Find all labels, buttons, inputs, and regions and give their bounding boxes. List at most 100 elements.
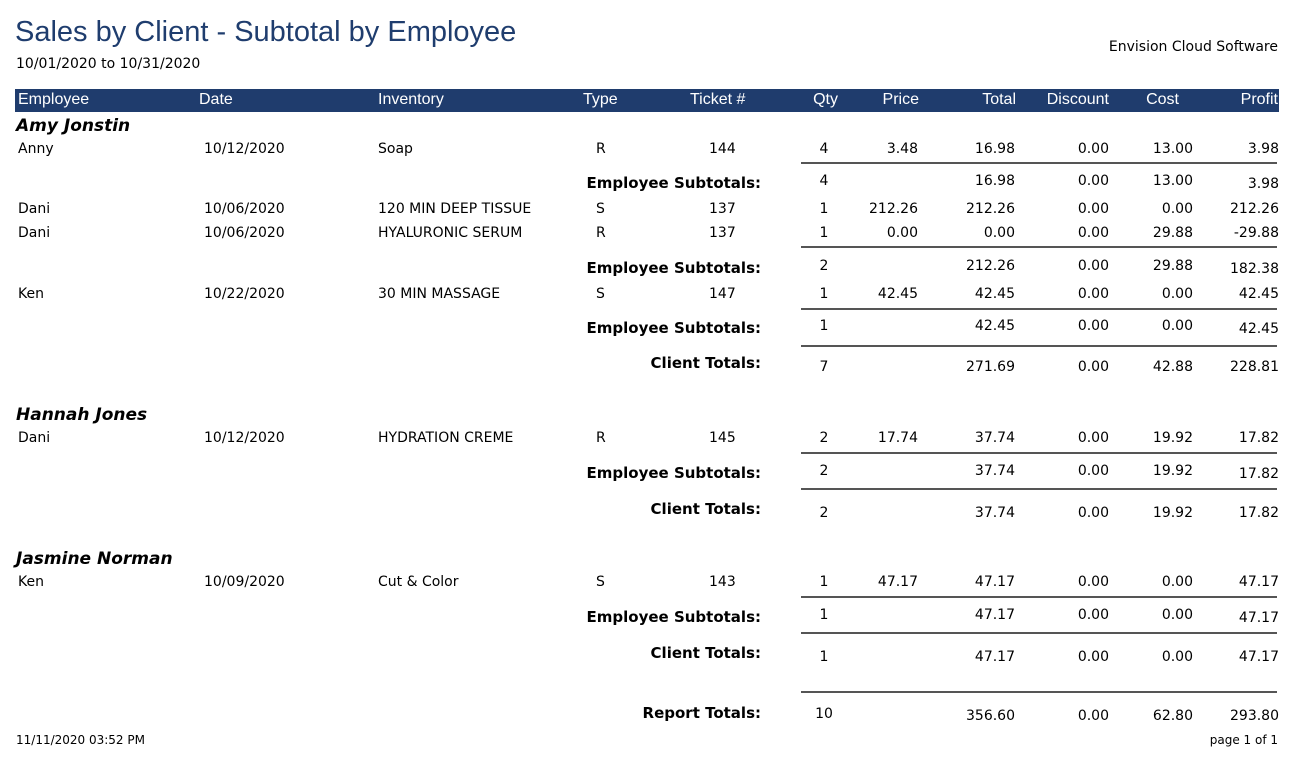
row-type: S — [596, 201, 605, 217]
subtotal-rule — [801, 162, 1277, 164]
subtotal-rule — [801, 246, 1277, 248]
client-total-qty: 1 — [819, 649, 829, 665]
row-total: 0.00 — [983, 225, 1015, 241]
column-header-bar: Employee Date Inventory Type Ticket # Qt… — [15, 89, 1279, 112]
report-total-qty: 10 — [815, 706, 833, 722]
row-total: 42.45 — [974, 286, 1015, 302]
subtotal-cost: 29.88 — [1152, 258, 1193, 274]
company-name: Envision Cloud Software — [1108, 39, 1278, 55]
client-total-cost: 0.00 — [1161, 649, 1193, 665]
printed-timestamp: 11/11/2020 03:52 PM — [16, 733, 145, 747]
subtotal-total: 212.26 — [966, 258, 1015, 274]
subtotal-cost: 0.00 — [1161, 318, 1193, 334]
subtotal-discount: 0.00 — [1077, 258, 1109, 274]
subtotal-discount: 0.00 — [1077, 607, 1109, 623]
client-total-cost: 19.92 — [1152, 505, 1193, 521]
row-inventory: 30 MIN MASSAGE — [378, 286, 501, 302]
row-employee: Dani — [18, 201, 51, 217]
row-type: R — [596, 141, 606, 157]
col-qty: Qty — [813, 91, 838, 108]
row-ticket: 137 — [709, 201, 736, 217]
row-date: 10/06/2020 — [204, 201, 285, 217]
row-qty: 1 — [819, 286, 829, 302]
row-type: R — [596, 225, 606, 241]
subtotal-discount: 0.00 — [1077, 463, 1109, 479]
row-inventory: Soap — [378, 141, 413, 157]
col-ticket: Ticket # — [690, 91, 746, 108]
subtotal-qty: 2 — [819, 258, 829, 274]
subtotal-discount: 0.00 — [1077, 173, 1109, 189]
row-price: 47.17 — [877, 574, 918, 590]
client-total-profit: 228.81 — [1230, 359, 1279, 375]
row-discount: 0.00 — [1077, 430, 1109, 446]
subtotal-discount: 0.00 — [1077, 318, 1109, 334]
client-total-total: 271.69 — [966, 359, 1015, 375]
row-type: R — [596, 430, 606, 446]
row-cost: 19.92 — [1152, 430, 1193, 446]
col-price: Price — [882, 91, 919, 108]
row-ticket: 147 — [709, 286, 736, 302]
client-total-qty: 2 — [819, 505, 829, 521]
client-total-total: 37.74 — [974, 505, 1015, 521]
col-employee: Employee — [18, 91, 90, 108]
row-discount: 0.00 — [1077, 141, 1109, 157]
subtotal-profit: 3.98 — [1247, 176, 1279, 192]
subtotal-total: 42.45 — [974, 318, 1015, 334]
row-cost: 0.00 — [1161, 286, 1193, 302]
row-inventory: Cut & Color — [378, 574, 459, 590]
row-cost: 13.00 — [1152, 141, 1193, 157]
row-profit: 42.45 — [1238, 286, 1279, 302]
row-date: 10/12/2020 — [204, 430, 285, 446]
row-ticket: 137 — [709, 225, 736, 241]
col-discount: Discount — [1046, 91, 1109, 108]
row-employee: Dani — [18, 225, 51, 241]
row-profit: 212.26 — [1230, 201, 1279, 217]
row-date: 10/22/2020 — [204, 286, 285, 302]
client-total-total: 47.17 — [974, 649, 1015, 665]
row-total: 212.26 — [966, 201, 1015, 217]
subtotal-profit: 47.17 — [1238, 610, 1279, 626]
employee-subtotal-label: Employee Subtotals: — [586, 259, 761, 277]
row-employee: Anny — [18, 141, 54, 157]
row-cost: 0.00 — [1161, 574, 1193, 590]
report-total-rule — [801, 691, 1277, 693]
row-cost: 0.00 — [1161, 201, 1193, 217]
col-inventory: Inventory — [378, 91, 444, 108]
row-profit: 47.17 — [1238, 574, 1279, 590]
row-total: 16.98 — [974, 141, 1015, 157]
report-total-profit: 293.80 — [1230, 708, 1279, 724]
report-total-total: 356.60 — [966, 708, 1015, 724]
subtotal-qty: 2 — [819, 463, 829, 479]
col-date: Date — [199, 91, 233, 108]
row-date: 10/12/2020 — [204, 141, 285, 157]
row-discount: 0.00 — [1077, 574, 1109, 590]
client-total-rule — [801, 345, 1277, 347]
col-type: Type — [583, 91, 618, 108]
row-type: S — [596, 286, 605, 302]
subtotal-rule — [801, 452, 1277, 454]
employee-subtotal-label: Employee Subtotals: — [586, 319, 761, 337]
row-discount: 0.00 — [1077, 225, 1109, 241]
page-number: page 1 of 1 — [1209, 733, 1278, 747]
row-qty: 2 — [819, 430, 829, 446]
row-inventory: HYDRATION CREME — [378, 430, 514, 446]
row-price: 42.45 — [877, 286, 918, 302]
row-qty: 1 — [819, 201, 829, 217]
subtotal-rule — [801, 596, 1277, 598]
row-discount: 0.00 — [1077, 286, 1109, 302]
report-total-discount: 0.00 — [1077, 708, 1109, 724]
client-name: Hannah Jones — [16, 405, 148, 425]
employee-subtotal-label: Employee Subtotals: — [586, 464, 761, 482]
subtotal-profit: 17.82 — [1238, 466, 1279, 482]
row-qty: 1 — [819, 574, 829, 590]
row-total: 47.17 — [974, 574, 1015, 590]
client-name: Jasmine Norman — [16, 549, 173, 569]
report-total-cost: 62.80 — [1152, 708, 1193, 724]
row-qty: 4 — [819, 141, 829, 157]
row-inventory: 120 MIN DEEP TISSUE — [378, 201, 532, 217]
subtotal-profit: 42.45 — [1238, 321, 1279, 337]
report-total-label: Report Totals: — [642, 704, 761, 722]
row-employee: Dani — [18, 430, 51, 446]
subtotal-cost: 0.00 — [1161, 607, 1193, 623]
row-profit: 17.82 — [1238, 430, 1279, 446]
